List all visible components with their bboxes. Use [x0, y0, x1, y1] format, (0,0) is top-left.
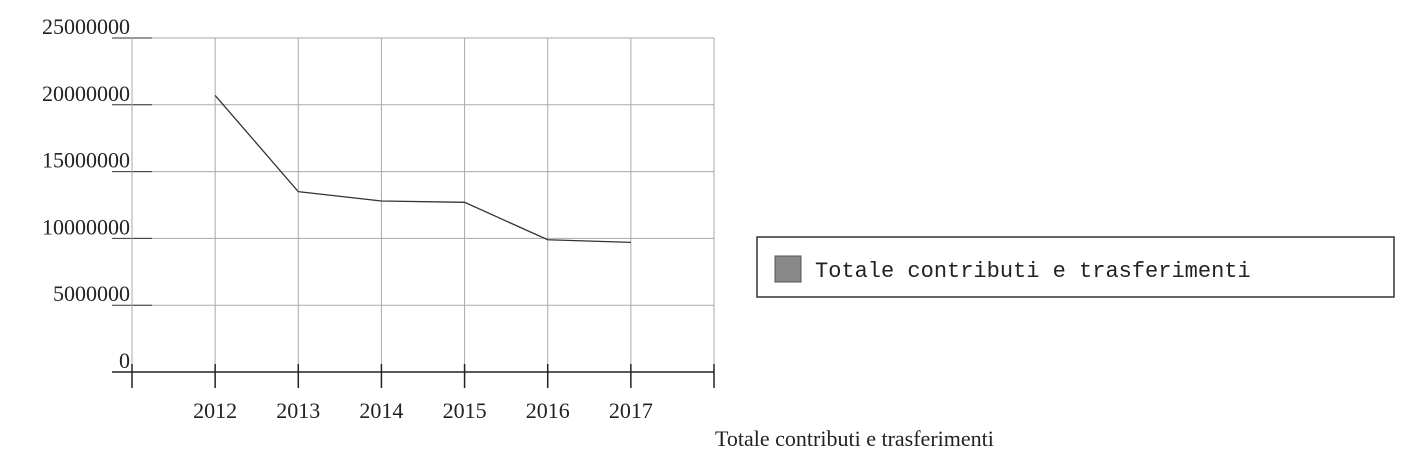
x-tick-label: 2016 — [526, 398, 570, 423]
x-tick-label: 2015 — [443, 398, 487, 423]
y-tick-label: 25000000 — [42, 14, 130, 39]
x-tick-label: 2017 — [609, 398, 653, 423]
x-tick-label: 2012 — [193, 398, 237, 423]
x-axis-label: Totale contributi e trasferimenti — [715, 426, 994, 451]
legend-label: Totale contributi e trasferimenti — [815, 259, 1251, 284]
y-tick-label: 20000000 — [42, 81, 130, 106]
data-line — [214, 95, 631, 244]
legend-box — [756, 236, 1395, 298]
y-tick-label: 0 — [119, 348, 130, 373]
y-tick-label: 10000000 — [42, 214, 130, 239]
y-tick-label: 15000000 — [42, 148, 130, 173]
legend-swatch — [774, 255, 802, 283]
x-tick-label: 2014 — [359, 398, 403, 423]
y-tick-label: 5000000 — [53, 281, 130, 306]
x-tick-label: 2013 — [276, 398, 320, 423]
